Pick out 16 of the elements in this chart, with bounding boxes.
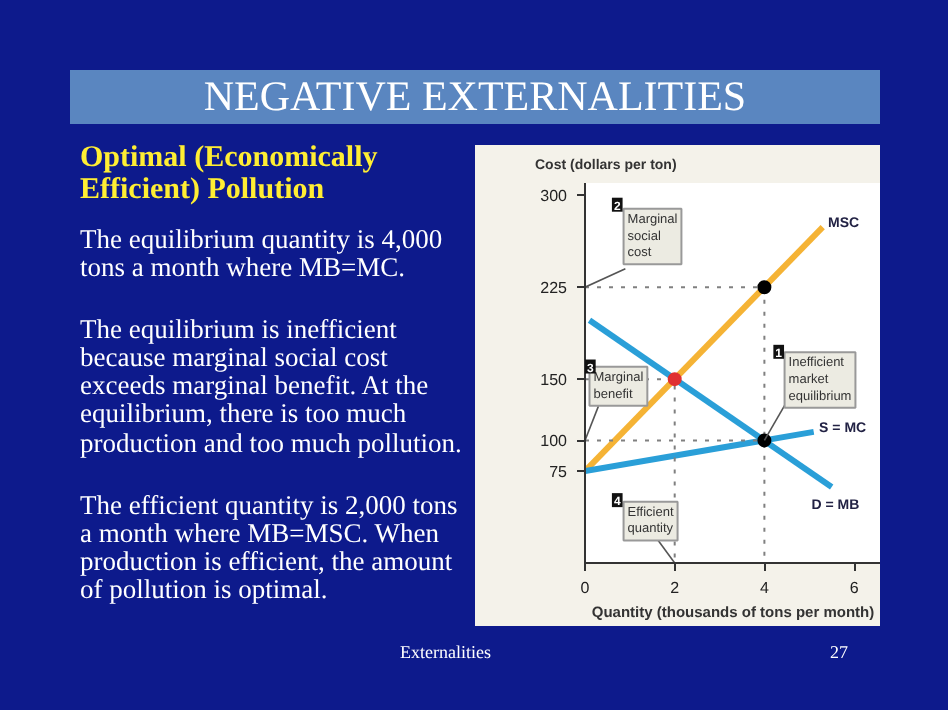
x-tick-label: 0 bbox=[580, 579, 591, 597]
y-tick-label: 150 bbox=[540, 371, 569, 390]
text: The equilibrium quantity is 4,000 tons a month where MB=MC. bbox=[80, 223, 445, 282]
y-tick-label: 300 bbox=[540, 187, 569, 206]
text: The efficient quantity is 2,000 tons a month where MB=MSC. When production is efficient, the amount of pollution is optimal. bbox=[80, 489, 460, 605]
text: The equilibrium is inefficient because marginal social cost exceeds marginal benefit. At the equilibrium, there is too much production and too much pollution. bbox=[80, 313, 464, 458]
x-tick-label: 6 bbox=[849, 579, 860, 597]
x-tick-label: 2 bbox=[670, 579, 681, 597]
chart-title: NEGATIVE EXTERNALITIES bbox=[70, 70, 880, 124]
text: Optimal (Economically Efficient) Pollution bbox=[80, 142, 380, 207]
x-tick-label: 4 bbox=[759, 579, 770, 597]
y-tick-label: 75 bbox=[549, 463, 569, 482]
text: Externalities bbox=[400, 640, 491, 666]
y-tick-label: 225 bbox=[540, 279, 569, 298]
text: 27 bbox=[830, 640, 848, 666]
y-tick-label: 100 bbox=[540, 432, 569, 451]
